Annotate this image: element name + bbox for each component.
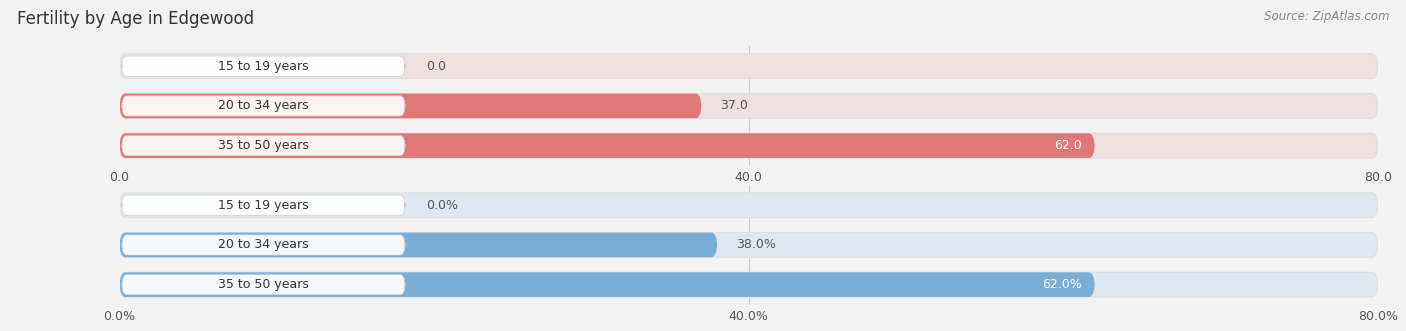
FancyBboxPatch shape	[122, 56, 405, 76]
FancyBboxPatch shape	[122, 235, 405, 255]
FancyBboxPatch shape	[122, 274, 405, 295]
FancyBboxPatch shape	[120, 94, 1378, 118]
FancyBboxPatch shape	[120, 94, 702, 118]
Text: Source: ZipAtlas.com: Source: ZipAtlas.com	[1264, 10, 1389, 23]
FancyBboxPatch shape	[120, 133, 1095, 158]
FancyBboxPatch shape	[120, 272, 1378, 297]
FancyBboxPatch shape	[120, 233, 1378, 257]
FancyBboxPatch shape	[120, 54, 1378, 78]
Text: 38.0%: 38.0%	[737, 238, 776, 252]
FancyBboxPatch shape	[122, 195, 405, 215]
Text: 37.0: 37.0	[720, 99, 748, 113]
FancyBboxPatch shape	[120, 272, 1095, 297]
FancyBboxPatch shape	[122, 135, 405, 156]
FancyBboxPatch shape	[120, 193, 1378, 217]
FancyBboxPatch shape	[120, 233, 717, 257]
Text: 35 to 50 years: 35 to 50 years	[218, 139, 309, 152]
FancyBboxPatch shape	[120, 133, 1378, 158]
Text: 15 to 19 years: 15 to 19 years	[218, 60, 309, 73]
Text: 62.0: 62.0	[1054, 139, 1083, 152]
FancyBboxPatch shape	[122, 96, 405, 116]
Text: 15 to 19 years: 15 to 19 years	[218, 199, 309, 212]
Text: 35 to 50 years: 35 to 50 years	[218, 278, 309, 291]
Text: 0.0%: 0.0%	[426, 199, 458, 212]
Text: 20 to 34 years: 20 to 34 years	[218, 238, 309, 252]
Text: 62.0%: 62.0%	[1042, 278, 1083, 291]
Text: 20 to 34 years: 20 to 34 years	[218, 99, 309, 113]
Text: Fertility by Age in Edgewood: Fertility by Age in Edgewood	[17, 10, 254, 28]
Text: 0.0: 0.0	[426, 60, 446, 73]
